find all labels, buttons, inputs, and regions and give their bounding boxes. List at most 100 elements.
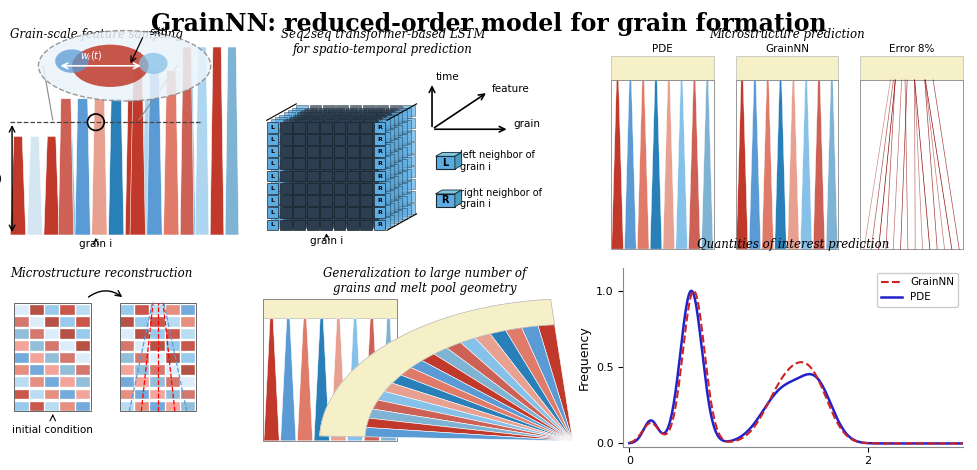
Text: time: time [436,72,459,82]
Polygon shape [701,80,713,249]
Bar [332,132,344,143]
Bar [342,203,354,213]
Bar [284,156,296,167]
Bar [356,154,367,164]
Bar [363,203,375,214]
Bar [372,205,384,216]
Bar [368,129,380,140]
Bar [283,186,295,196]
Bar [363,142,375,153]
Bar [279,127,291,138]
Bar [298,180,310,191]
Bar [337,161,349,172]
Bar [319,169,330,180]
Ellipse shape [72,45,149,87]
Bar [328,196,340,206]
Bar [350,154,361,165]
Bar [360,188,371,199]
Bar [347,158,359,169]
Bar [404,118,415,128]
Bar [288,166,300,177]
Bar [399,120,410,131]
Bar [292,205,304,216]
Bar [386,164,398,174]
Bar [279,200,291,211]
Bar [372,120,384,131]
Bar [386,157,398,167]
Bar [280,122,292,133]
Bar [346,157,358,167]
Bar [378,180,390,191]
Bar [302,117,314,128]
Bar [310,179,321,189]
Bar [302,141,314,152]
Ellipse shape [38,31,211,101]
Text: L: L [443,158,448,168]
Bar [328,147,340,157]
Bar [307,171,319,181]
Bar [860,56,962,80]
Bar [283,149,295,160]
Bar [323,166,335,177]
Bar [356,203,367,213]
Bar [347,171,359,181]
Bar [382,141,394,152]
Bar [279,188,291,199]
Polygon shape [650,80,661,249]
Bar [355,110,366,121]
Bar [372,193,384,204]
Polygon shape [163,70,179,235]
Bar [319,164,331,174]
Bar [350,130,361,141]
Polygon shape [389,335,573,441]
Polygon shape [363,352,573,441]
Bar [404,105,415,116]
Bar [181,377,195,387]
Bar [364,217,376,228]
Bar [376,179,388,189]
Bar [320,195,332,206]
Bar [351,198,362,209]
Bar [280,219,292,230]
Bar [319,144,330,155]
Bar [378,168,390,179]
Text: Microstructure prediction: Microstructure prediction [709,28,865,41]
Bar [337,186,349,196]
Bar [135,401,149,411]
Bar [296,154,308,165]
Polygon shape [210,47,224,235]
Bar [279,115,291,125]
Bar [395,134,406,145]
Bar [315,159,326,170]
Bar [361,134,372,145]
Text: $h(t)$: $h(t)$ [0,172,3,185]
Bar [355,196,366,206]
Bar [390,142,402,153]
Bar [336,130,348,141]
Bar [288,196,300,206]
Bar [306,181,318,192]
Bar [288,110,300,121]
Bar [293,158,305,169]
Polygon shape [419,321,573,441]
Bar [328,183,340,194]
Bar [364,193,376,204]
Bar [332,120,344,131]
Bar [267,183,278,194]
Polygon shape [353,361,573,441]
Bar [279,176,291,187]
Polygon shape [612,80,623,249]
Bar [377,112,389,123]
Bar [310,191,321,202]
Bar [333,212,345,223]
Bar [377,186,389,196]
Bar [296,105,308,116]
Bar [166,401,180,411]
Text: R: R [377,161,382,166]
Bar [373,200,385,211]
Bar [376,105,388,116]
Bar [361,207,372,218]
Bar [363,149,375,160]
Bar [29,305,44,315]
Bar [391,149,403,160]
